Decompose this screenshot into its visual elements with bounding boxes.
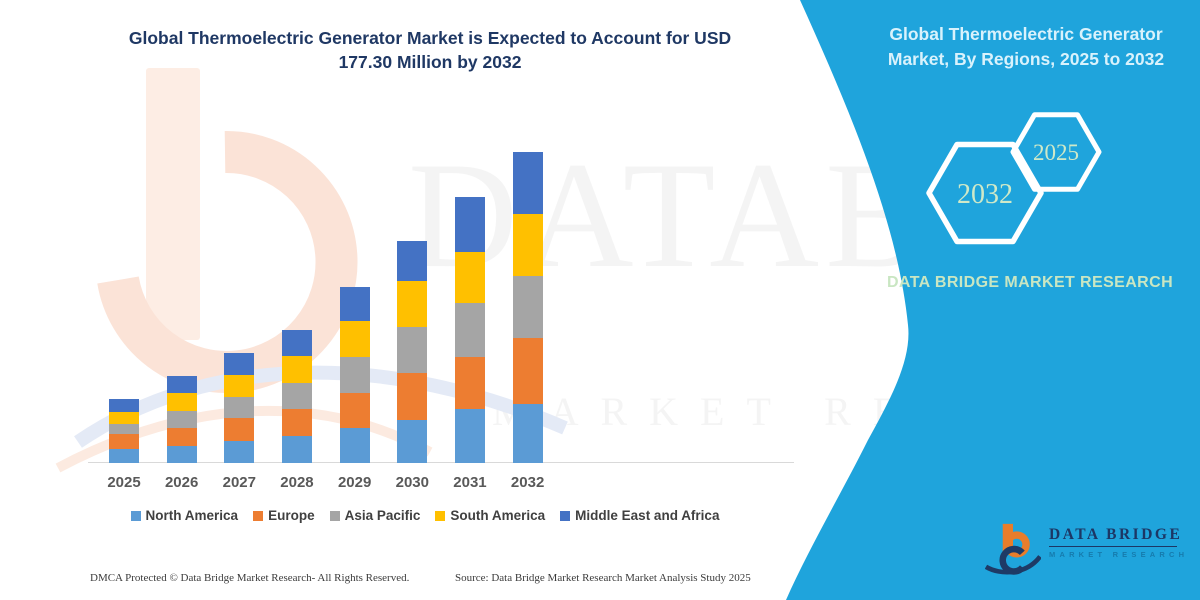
watermark-b-stem <box>146 68 200 340</box>
bar-segment-middle-east-and-africa-2030 <box>397 240 428 281</box>
bar-segment-asia-pacific-2026 <box>166 410 197 428</box>
bar-segment-north-america-2031 <box>454 409 485 463</box>
x-axis-label-2029: 2029 <box>337 474 372 491</box>
copyright-text: DMCA Protected © Data Bridge Market Rese… <box>90 572 410 584</box>
x-axis-label-2027: 2027 <box>222 474 256 491</box>
x-axis-label-2026: 2026 <box>164 474 199 491</box>
panel-brand-text: DATA BRIDGE MARKET RESEARCH <box>886 274 1174 291</box>
legend-marker <box>329 510 340 521</box>
chart-title-line2: 177.30 Million by 2032 <box>338 52 522 72</box>
bar-2025 <box>109 399 139 463</box>
legend-marker <box>130 510 141 521</box>
bar-segment-middle-east-and-africa-2025 <box>109 399 139 412</box>
hexagon-2032 <box>926 141 1044 245</box>
bar-segment-south-america-2031 <box>454 251 485 304</box>
bar-segment-north-america-2030 <box>397 420 428 463</box>
bar-segment-south-america-2025 <box>109 411 139 425</box>
hexagon-2025 <box>1010 112 1102 192</box>
bar-segment-middle-east-and-africa-2031 <box>454 197 485 252</box>
x-axis-label-2025: 2025 <box>107 474 141 491</box>
bar-segment-north-america-2025 <box>109 448 139 463</box>
bar-segment-south-america-2027 <box>224 374 255 397</box>
panel-title: Global Thermoelectric Generator Market, … <box>887 24 1165 69</box>
logo-text-block: DATA BRIDGE MARKET RESEARCH <box>1049 520 1188 559</box>
chart-legend: North America Europe Asia Pacific South Ame… <box>75 508 775 523</box>
bar-segment-asia-pacific-2025 <box>109 424 139 434</box>
logo-b-bowl <box>1003 531 1030 558</box>
bar-2028 <box>281 330 312 463</box>
x-axis-label-2031: 2031 <box>453 474 487 491</box>
side-panel-background <box>786 0 1200 600</box>
hexagon-2025-label: 2025 <box>1033 140 1079 165</box>
logo-navy-swoosh <box>985 555 1041 575</box>
legend-label: Europe <box>268 508 315 523</box>
source-text: Source: Data Bridge Market Research Mark… <box>455 572 751 584</box>
chart-title: Global Thermoelectric Generator Market i… <box>85 26 775 74</box>
bar-segment-north-america-2026 <box>166 445 197 463</box>
bar-segment-middle-east-and-africa-2032 <box>512 152 543 214</box>
bar-segment-asia-pacific-2030 <box>397 326 428 374</box>
logo-subtitle: MARKET RESEARCH <box>1049 550 1189 559</box>
bar-2031 <box>454 197 485 463</box>
bar-segment-south-america-2028 <box>281 356 312 383</box>
bar-segment-north-america-2032 <box>512 403 543 463</box>
bar-segment-south-america-2029 <box>339 320 370 358</box>
legend-label: North America <box>145 508 239 523</box>
bar-segment-middle-east-and-africa-2029 <box>339 286 370 321</box>
legend-item-europe: Europe <box>253 508 315 523</box>
bar-segment-asia-pacific-2028 <box>281 382 312 409</box>
legend-label: South America <box>450 508 546 523</box>
chart-title-line1: Global Thermoelectric Generator Market i… <box>128 28 732 48</box>
logo-name: DATA BRIDGE <box>1049 526 1183 543</box>
legend-marker <box>435 510 446 521</box>
bar-segment-south-america-2030 <box>397 280 428 327</box>
bar-segment-asia-pacific-2029 <box>339 357 370 394</box>
bar-segment-north-america-2027 <box>224 440 255 463</box>
hexagon-2032-label: 2032 <box>957 179 1013 210</box>
bar-segment-europe-2028 <box>281 408 312 437</box>
bar-2029 <box>339 286 370 463</box>
bar-segment-europe-2032 <box>512 337 543 404</box>
bar-segment-europe-2026 <box>166 427 197 446</box>
x-axis-label-2028: 2028 <box>280 474 314 491</box>
legend-item-south-america: South America <box>435 508 545 523</box>
dbmr-logo-icon <box>985 523 1041 575</box>
bar-2027 <box>224 353 255 463</box>
legend-item-asia-pacific: Asia Pacific <box>329 508 421 523</box>
legend-marker <box>253 510 264 521</box>
bar-segment-north-america-2028 <box>281 436 312 463</box>
x-axis-label-2032: 2032 <box>510 474 545 491</box>
bar-segment-south-america-2026 <box>166 393 197 411</box>
legend-item-north-america: North America <box>130 508 239 523</box>
bar-segment-asia-pacific-2032 <box>512 276 543 338</box>
bar-2030 <box>397 240 428 463</box>
bar-segment-south-america-2032 <box>512 213 543 277</box>
bar-segment-middle-east-and-africa-2026 <box>166 376 197 394</box>
legend-label: Asia Pacific <box>344 508 421 523</box>
bar-segment-north-america-2029 <box>339 428 370 463</box>
bar-segment-europe-2029 <box>339 393 370 429</box>
bar-2032 <box>512 152 543 463</box>
bar-segment-middle-east-and-africa-2028 <box>281 330 312 357</box>
bar-segment-europe-2025 <box>109 433 139 449</box>
legend-marker <box>560 510 571 521</box>
x-axis-label-2030: 2030 <box>395 474 429 491</box>
x-axis-line <box>88 462 794 463</box>
bar-segment-europe-2027 <box>224 418 255 441</box>
bar-segment-europe-2030 <box>397 373 428 420</box>
dbmr-logo: DATA BRIDGE MARKET RESEARCH <box>985 520 1188 580</box>
bar-segment-asia-pacific-2027 <box>224 396 255 419</box>
bar-2026 <box>166 376 197 463</box>
bar-segment-middle-east-and-africa-2027 <box>224 353 255 375</box>
legend-label: Middle East and Africa <box>575 508 720 523</box>
logo-divider <box>1049 546 1177 547</box>
bar-segment-asia-pacific-2031 <box>454 303 485 357</box>
bar-segment-europe-2031 <box>454 356 485 410</box>
legend-item-middle-east-and-africa: Middle East and Africa <box>560 508 719 523</box>
